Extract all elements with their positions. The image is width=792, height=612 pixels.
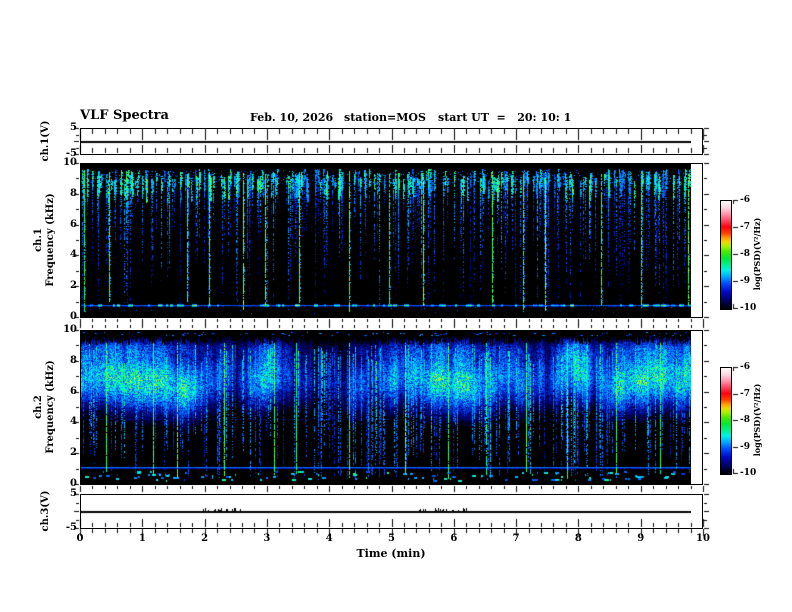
x-tick-label: 9	[637, 533, 645, 544]
y-tick-label: 5	[70, 122, 77, 133]
ch1-spectrogram-axis-title: Frequency (kHz)	[45, 193, 56, 287]
ch2-colorbar-title: log(PSD)(V²/Hz)	[752, 383, 762, 457]
x-tick-label: 10	[696, 533, 710, 544]
x-tick-label: 2	[201, 533, 209, 544]
y-tick-label: 5	[70, 488, 77, 499]
ch2-spectrogram-image	[81, 331, 691, 484]
colorbar-tick-label: -10	[740, 303, 757, 313]
colorbar-tick-label: -6	[740, 195, 750, 205]
colorbar-tick-label: -8	[740, 249, 750, 259]
y-tick-label: 4	[70, 249, 77, 261]
y-tick-label: 6	[70, 385, 77, 397]
plot-title: VLF Spectra	[80, 108, 169, 123]
start-ut-label: start UT = 20: 10: 1	[438, 111, 572, 124]
x-tick-label: 1	[138, 533, 146, 544]
x-axis-title: Time (min)	[356, 547, 426, 560]
colorbar-tick-label: -7	[740, 388, 750, 399]
x-tick-label: 3	[263, 533, 271, 544]
y-tick-label: 0	[70, 311, 77, 322]
ch1-voltage-trace	[81, 129, 691, 154]
ch1-spectrogram-image	[81, 164, 691, 317]
ch2-colorbar	[720, 367, 732, 475]
ch1-voltage-axis-title: ch.1(V)	[40, 120, 51, 162]
colorbar-tick-label: -6	[740, 362, 750, 372]
y-tick-label: 8	[70, 354, 77, 366]
x-tick-label: 7	[512, 533, 520, 544]
ch1-colorbar-title: log(PSD)(V²/Hz)	[752, 217, 762, 291]
y-tick-label: 6	[70, 218, 77, 230]
x-tick-label: 4	[325, 533, 333, 544]
y-tick-label: 4	[70, 416, 77, 428]
x-tick-label: 5	[388, 533, 395, 544]
ch1-spectrogram-panel	[80, 163, 703, 318]
station-label: station=MOS	[344, 111, 426, 124]
ch3-voltage-trace	[81, 495, 691, 528]
ch1-colorbar	[720, 200, 732, 310]
x-tick-label: 8	[574, 533, 582, 544]
y-tick-label: 2	[70, 280, 77, 292]
ch2-spectrogram-panel	[80, 330, 703, 485]
y-tick-label: -5	[65, 522, 77, 533]
date-label: Feb. 10, 2026	[250, 111, 334, 124]
ch2-spectrogram-axis-title: Frequency (kHz)	[45, 360, 56, 454]
y-tick-label: 8	[70, 187, 77, 199]
ch1-voltage-panel	[80, 128, 703, 155]
ch3-voltage-panel	[80, 494, 703, 529]
x-tick-label: 0	[76, 533, 84, 544]
ch3-voltage-axis-title: ch.3(V)	[40, 490, 51, 532]
colorbar-tick-label: -7	[740, 222, 750, 232]
ch2-spectrogram-channel-title: ch.2	[33, 395, 44, 419]
ch1-spectrogram-channel-title: ch.1	[33, 228, 44, 252]
colorbar-tick-label: -9	[740, 441, 750, 452]
colorbar-tick-label: -9	[740, 276, 750, 286]
y-tick-label: 10	[63, 324, 77, 335]
y-tick-label: 2	[70, 447, 77, 459]
x-tick-label: 6	[450, 533, 458, 544]
colorbar-tick-label: -8	[740, 415, 750, 425]
y-tick-label: 10	[63, 157, 77, 168]
colorbar-tick-label: -10	[740, 468, 757, 478]
